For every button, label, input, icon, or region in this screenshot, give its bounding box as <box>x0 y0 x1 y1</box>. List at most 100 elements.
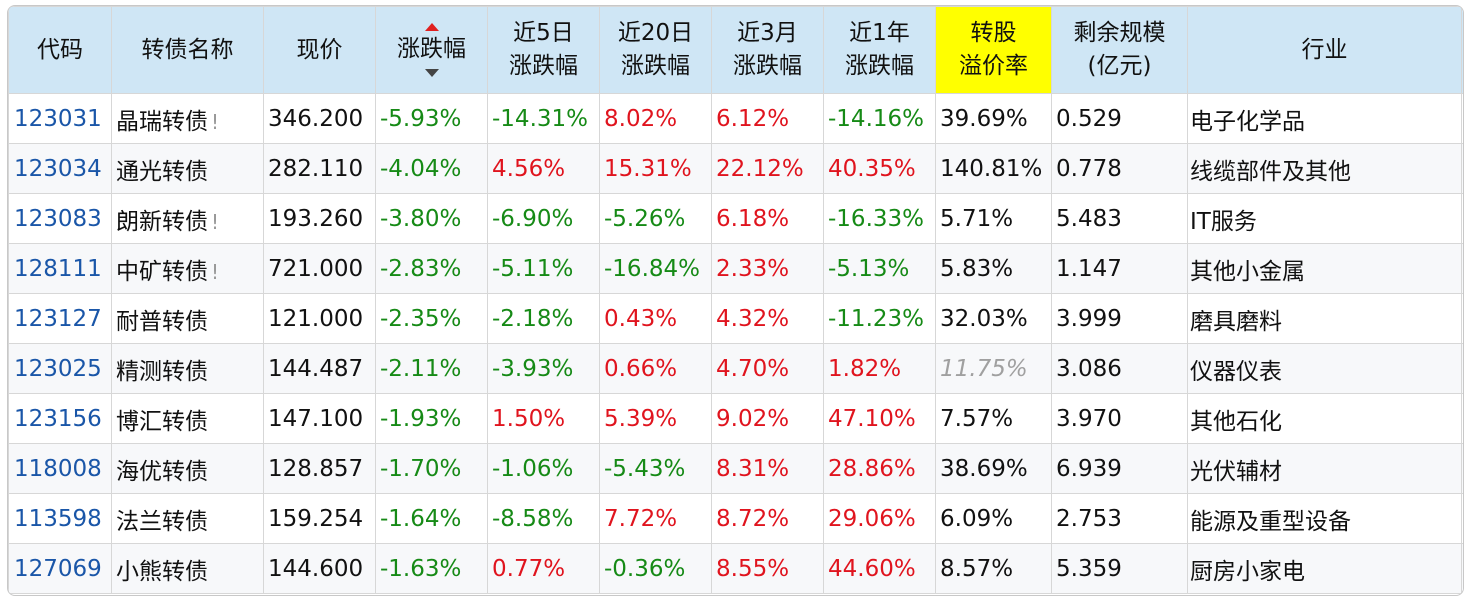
header-5d-change[interactable]: 近5日 涨跌幅 <box>487 6 600 94</box>
change-1y-cell: 47.10% <box>823 393 936 444</box>
extra-cell <box>1461 293 1463 344</box>
change-5d-cell: 4.56% <box>487 143 600 194</box>
change-5d-cell: -14.31% <box>487 93 600 144</box>
industry-cell: 仪器仪表 <box>1187 343 1462 394</box>
industry-cell: 线缆部件及其他 <box>1187 143 1462 194</box>
bond-code-link[interactable]: 123083 <box>8 193 112 244</box>
price-cell: 144.487 <box>263 343 376 394</box>
header-3m-change[interactable]: 近3月 涨跌幅 <box>711 6 824 94</box>
change-1y-cell: -11.23% <box>823 293 936 344</box>
bond-code-link[interactable]: 123127 <box>8 293 112 344</box>
industry-cell: 光伏辅材 <box>1187 443 1462 494</box>
price-cell: 721.000 <box>263 243 376 294</box>
header-20d-change[interactable]: 近20日 涨跌幅 <box>599 6 712 94</box>
change-3m-cell: 6.18% <box>711 193 824 244</box>
extra-cell <box>1461 243 1463 294</box>
change-1y-cell: -5.13% <box>823 243 936 294</box>
conversion-premium-cell: 5.83% <box>935 243 1052 294</box>
bond-name[interactable]: 朗新转债! <box>111 193 264 244</box>
convertible-bond-table: 代码 转债名称 现价 涨跌幅 近5日 涨跌幅 近20日 涨跌幅 近3月 涨跌幅 近1年… <box>8 6 1463 594</box>
extra-cell <box>1461 93 1463 144</box>
change-20d-cell: 7.72% <box>599 493 712 544</box>
change-cell: -1.70% <box>375 443 488 494</box>
warning-icon: ! <box>211 109 220 134</box>
conversion-premium-cell: 8.57% <box>935 543 1052 594</box>
header-1y-change[interactable]: 近1年 涨跌幅 <box>823 6 936 94</box>
change-5d-cell: 1.50% <box>487 393 600 444</box>
remaining-size-cell: 5.483 <box>1051 193 1188 244</box>
bond-code-link[interactable]: 123156 <box>8 393 112 444</box>
bond-code-link[interactable]: 123034 <box>8 143 112 194</box>
change-1y-cell: 40.35% <box>823 143 936 194</box>
extra-cell <box>1461 143 1463 194</box>
change-5d-cell: -6.90% <box>487 193 600 244</box>
conversion-premium-cell: 140.81% <box>935 143 1052 194</box>
header-change[interactable]: 涨跌幅 <box>375 6 488 94</box>
bond-name[interactable]: 耐普转债 <box>111 293 264 344</box>
header-conversion-premium[interactable]: 转股 溢价率 <box>935 6 1052 94</box>
change-cell: -1.64% <box>375 493 488 544</box>
conversion-premium-cell: 6.09% <box>935 493 1052 544</box>
table-row[interactable]: 123025 精测转债 144.487 -2.11% -3.93% 0.66% 4.70% 1… <box>8 343 1463 394</box>
bond-code-link[interactable]: 123031 <box>8 93 112 144</box>
remaining-size-cell: 6.939 <box>1051 443 1188 494</box>
remaining-size-cell: 0.778 <box>1051 143 1188 194</box>
change-20d-cell: -16.84% <box>599 243 712 294</box>
bond-name[interactable]: 中矿转债! <box>111 243 264 294</box>
bond-name[interactable]: 小熊转债 <box>111 543 264 594</box>
price-cell: 282.110 <box>263 143 376 194</box>
bond-code-link[interactable]: 123025 <box>8 343 112 394</box>
change-3m-cell: 6.12% <box>711 93 824 144</box>
change-5d-cell: -5.11% <box>487 243 600 294</box>
header-price[interactable]: 现价 <box>263 6 376 94</box>
industry-cell: 能源及重型设备 <box>1187 493 1462 544</box>
table-row[interactable]: 123031 晶瑞转债! 346.200 -5.93% -14.31% 8.02% 6.12… <box>8 93 1463 144</box>
bond-name[interactable]: 通光转债 <box>111 143 264 194</box>
bond-name[interactable]: 晶瑞转债! <box>111 93 264 144</box>
industry-cell: 其他小金属 <box>1187 243 1462 294</box>
price-cell: 144.600 <box>263 543 376 594</box>
bond-code-link[interactable]: 128111 <box>8 243 112 294</box>
table-row[interactable]: 113598 法兰转债 159.254 -1.64% -8.58% 7.72% 8.72% 2… <box>8 493 1463 544</box>
extra-cell <box>1461 343 1463 394</box>
bond-code-link[interactable]: 113598 <box>8 493 112 544</box>
table-row[interactable]: 123127 耐普转债 121.000 -2.35% -2.18% 0.43% 4.32% -… <box>8 293 1463 344</box>
sort-descending-icon <box>424 69 439 77</box>
bond-name[interactable]: 博汇转债 <box>111 393 264 444</box>
change-cell: -1.93% <box>375 393 488 444</box>
change-cell: -2.83% <box>375 243 488 294</box>
warning-icon: ! <box>211 259 220 284</box>
conversion-premium-cell: 32.03% <box>935 293 1052 344</box>
bond-name[interactable]: 海优转债 <box>111 443 264 494</box>
table-row[interactable]: 123083 朗新转债! 193.260 -3.80% -6.90% -5.26% 6.18… <box>8 193 1463 244</box>
change-20d-cell: 5.39% <box>599 393 712 444</box>
table-row[interactable]: 128111 中矿转债! 721.000 -2.83% -5.11% -16.84% 2.3… <box>8 243 1463 294</box>
change-cell: -5.93% <box>375 93 488 144</box>
change-20d-cell: -5.26% <box>599 193 712 244</box>
industry-cell: 磨具磨料 <box>1187 293 1462 344</box>
header-industry[interactable]: 行业 <box>1187 6 1462 94</box>
change-3m-cell: 4.70% <box>711 343 824 394</box>
change-1y-cell: -16.33% <box>823 193 936 244</box>
header-code[interactable]: 代码 <box>8 6 112 94</box>
header-row: 代码 转债名称 现价 涨跌幅 近5日 涨跌幅 近20日 涨跌幅 近3月 涨跌幅 近1年… <box>8 6 1463 94</box>
bond-code-link[interactable]: 118008 <box>8 443 112 494</box>
header-remaining-size[interactable]: 剩余规模 (亿元) <box>1051 6 1188 94</box>
change-1y-cell: 28.86% <box>823 443 936 494</box>
table-row[interactable]: 123034 通光转债 282.110 -4.04% 4.56% 15.31% 22.12%… <box>8 143 1463 194</box>
change-5d-cell: -2.18% <box>487 293 600 344</box>
bond-code-link[interactable]: 127069 <box>8 543 112 594</box>
header-name[interactable]: 转债名称 <box>111 6 264 94</box>
bond-name[interactable]: 法兰转债 <box>111 493 264 544</box>
table-row[interactable]: 118008 海优转债 128.857 -1.70% -1.06% -5.43% 8.31%… <box>8 443 1463 494</box>
change-3m-cell: 22.12% <box>711 143 824 194</box>
change-1y-cell: 1.82% <box>823 343 936 394</box>
table-row[interactable]: 123156 博汇转债 147.100 -1.93% 1.50% 5.39% 9.02% 47… <box>8 393 1463 444</box>
change-20d-cell: 0.43% <box>599 293 712 344</box>
bond-name[interactable]: 精测转债 <box>111 343 264 394</box>
sort-ascending-icon <box>424 23 439 31</box>
change-3m-cell: 8.55% <box>711 543 824 594</box>
change-1y-cell: 44.60% <box>823 543 936 594</box>
table-row[interactable]: 127069 小熊转债 144.600 -1.63% 0.77% -0.36% 8.55% 4… <box>8 543 1463 594</box>
industry-cell: IT服务 <box>1187 193 1462 244</box>
